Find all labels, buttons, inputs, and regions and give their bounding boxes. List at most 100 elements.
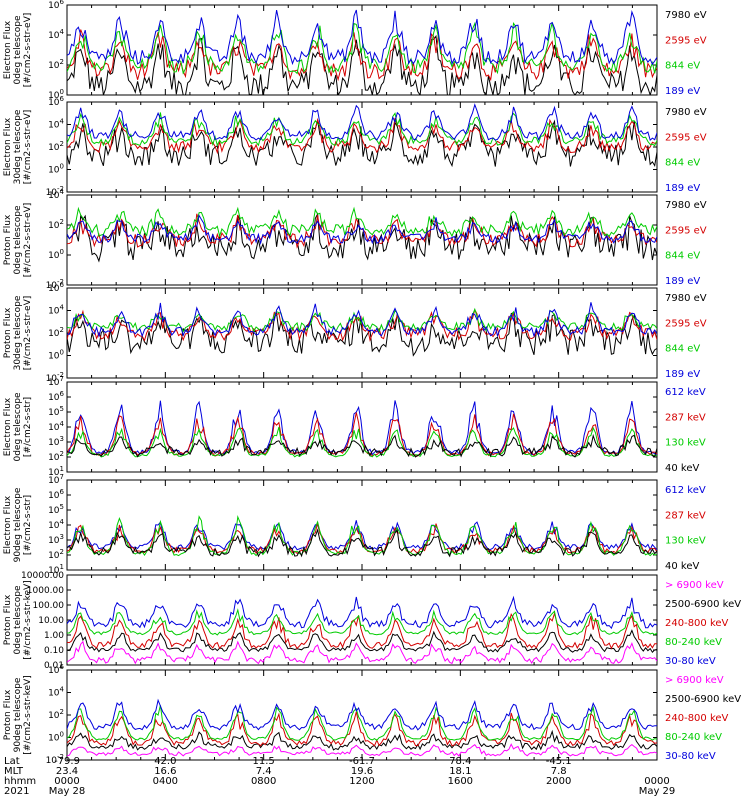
series-line <box>67 119 657 168</box>
series-line <box>67 629 657 654</box>
y-tick-label: 102 <box>48 326 64 339</box>
y-axis-label: TED Electron Flux 0deg telescope [#/cm2-s-s… <box>0 13 33 88</box>
series-line <box>67 698 657 731</box>
y-axis-label: TED Proton Flux 0deg telescope [#/cm2-s-str… <box>0 203 33 278</box>
hhmm-value: 1200 <box>349 776 374 787</box>
legend-entry: 287 keV <box>665 510 706 521</box>
legend-entry: 189 eV <box>665 86 700 97</box>
legend-entry: 2595 eV <box>665 225 707 236</box>
y-tick-label: 102 <box>48 708 64 721</box>
y-tick-label: 1000.00 <box>27 586 64 596</box>
legend-entry: 189 eV <box>665 183 700 194</box>
y-tick-label: 100 <box>48 163 64 176</box>
y-tick-label: 104 <box>48 686 64 699</box>
y-label-line: 90deg telescope <box>13 487 23 562</box>
date-start: May 28 <box>49 786 86 797</box>
x-row-label: Lat <box>4 756 20 767</box>
legend-entry: 844 eV <box>665 158 700 169</box>
y-tick-label: 100 <box>48 248 64 261</box>
y-label-line: TED <box>0 324 3 343</box>
hhmm-value: 0000 <box>644 776 669 787</box>
y-label-line: [#/cm2-s-str-keV] <box>23 580 33 659</box>
mlt-value: 23.4 <box>56 766 78 777</box>
panel-frame <box>66 574 658 666</box>
y-tick-label: 106 <box>48 488 64 501</box>
mlt-value: 16.6 <box>154 766 176 777</box>
y-tick-label: 10.00 <box>38 616 64 626</box>
legend-entry: 844 eV <box>665 344 700 355</box>
legend-entry: 30-80 keV <box>665 656 716 667</box>
y-label-line: Electron Flux <box>3 117 13 176</box>
y-label-line: Electron Flux <box>3 20 13 79</box>
series-line <box>67 29 657 82</box>
y-label-line: 30deg telescope <box>13 109 23 184</box>
legend-entry: > 6900 keV <box>665 675 724 686</box>
legend-entry: 7980 eV <box>665 107 707 118</box>
mlt-value: 18.1 <box>449 766 471 777</box>
y-tick-label: 102 <box>48 140 64 153</box>
y-label-line: MEPED <box>0 509 3 541</box>
legend-entry: 287 keV <box>665 412 706 423</box>
y-label-line: [#/cm2-s-str-eV] <box>23 203 33 278</box>
y-axis-label: MEPED Electron Flux 0deg telescope [#/cm2-s… <box>0 392 33 462</box>
legend-entry: 240-800 keV <box>665 618 729 629</box>
series-line <box>67 426 657 458</box>
y-tick-label: 106 <box>48 390 64 403</box>
y-tick-label: 103 <box>48 435 64 448</box>
x-row-label: 2021 <box>4 786 29 797</box>
legend-entry: 7980 eV <box>665 200 707 211</box>
y-tick-label: 102 <box>48 450 64 463</box>
legend-entry: 189 eV <box>665 276 700 287</box>
hhmm-value: 1600 <box>448 776 473 787</box>
y-label-line: TED <box>0 41 3 60</box>
hhmm-value: 0800 <box>251 776 276 787</box>
y-label-line: TED <box>0 138 3 157</box>
y-tick-label: 104 <box>48 28 64 41</box>
y-tick-label: 104 <box>48 304 64 317</box>
series-line <box>67 433 657 458</box>
y-label-line: MEPED <box>0 604 3 636</box>
legend-entry: > 6900 keV <box>665 580 724 591</box>
series-line <box>67 103 657 142</box>
legend-entry: 189 eV <box>665 369 700 380</box>
y-label-line: 90deg telescope <box>13 677 23 752</box>
series-line <box>67 711 657 747</box>
y-label-line: MEPED <box>0 411 3 443</box>
y-label-line: [#/cm2-s-str-eV] <box>23 296 33 371</box>
mlt-value: 7.4 <box>256 766 272 777</box>
series-line <box>67 9 657 66</box>
y-tick-label: 105 <box>48 503 64 516</box>
y-axis-label: MEPED Proton Flux 90deg telescope [#/cm2-s-… <box>0 675 33 754</box>
x-row-label: MLT <box>4 766 24 777</box>
series-line <box>67 595 657 630</box>
y-label-line: 0deg telescope <box>13 585 23 655</box>
y-tick-label: 100 <box>48 349 64 362</box>
lat-value: 78.4 <box>449 756 471 767</box>
legend-entry: 80-240 keV <box>665 732 722 743</box>
y-tick-label: 1.00 <box>44 631 64 641</box>
legend-entry: 240-800 keV <box>665 713 729 724</box>
series-line <box>67 514 657 557</box>
legend-entry: 80-240 keV <box>665 637 722 648</box>
legend-entry: 40 keV <box>665 463 699 474</box>
legend-entry: 612 keV <box>665 387 706 398</box>
series-line <box>67 400 657 456</box>
legend-entry: 2595 eV <box>665 132 707 143</box>
y-label-line: Proton Flux <box>3 594 13 645</box>
y-tick-label: 104 <box>48 420 64 433</box>
y-label-line: [#/cm2-s-str] <box>23 397 33 457</box>
legend-entry: 2595 eV <box>665 318 707 329</box>
legend-entry: 130 keV <box>665 438 706 449</box>
series-line <box>67 34 657 95</box>
legend-entry: 30-80 keV <box>665 751 716 762</box>
lat-value: 42.0 <box>154 756 176 767</box>
y-tick-label: 103 <box>48 533 64 546</box>
series-line <box>67 520 657 551</box>
series-line <box>67 311 657 357</box>
y-axis-label: TED Proton Flux 30deg telescope [#/cm2-s-st… <box>0 295 33 370</box>
